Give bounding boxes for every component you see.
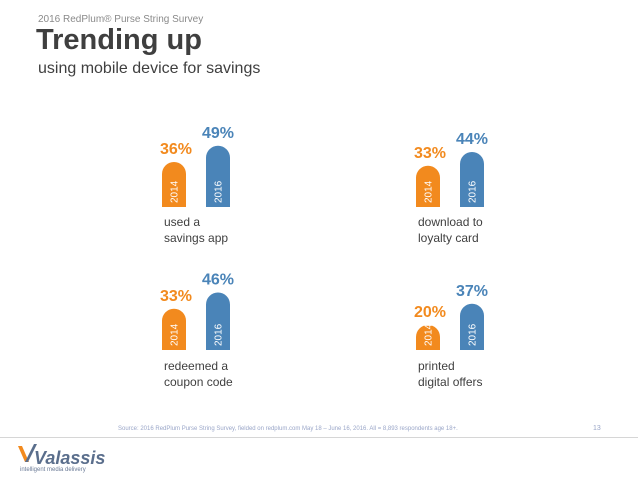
data-label-2014: 36% <box>160 141 192 158</box>
caption-line: digital offers <box>418 375 483 389</box>
bar-2016 <box>460 303 484 350</box>
caption-line: used a <box>164 215 201 229</box>
data-label-2014: 33% <box>160 288 192 305</box>
caption-line: loyalty card <box>418 231 479 245</box>
panel-caption-digital-offers: printed digital offers <box>418 358 482 390</box>
data-label-2014: 33% <box>414 145 446 162</box>
panel-caption-coupon-code: redeemed a coupon code <box>164 358 233 390</box>
bar-2014 <box>416 325 440 350</box>
caption-line: printed <box>418 359 455 373</box>
bar-panel-loyalty-card: 2014 33% 2016 44% <box>414 131 488 207</box>
data-label-2016: 46% <box>202 272 234 289</box>
logo-tagline: intelligent media delivery <box>20 467 86 473</box>
bar-year-label: 2014 <box>424 180 435 203</box>
footer-divider <box>0 437 638 438</box>
bar-panel-digital-offers: 2014 20% 2016 37% <box>414 283 488 350</box>
data-label-2016: 49% <box>202 125 234 142</box>
valassis-logo-icon <box>18 444 37 462</box>
bar-2014 <box>416 165 440 207</box>
panel-caption-savings-app: used a savings app <box>164 214 228 246</box>
data-label-2014: 20% <box>414 304 446 321</box>
caption-line: coupon code <box>164 375 233 389</box>
bar-year-label: 2016 <box>468 180 479 203</box>
bar-panel-coupon-code: 2014 33% 2016 46% <box>160 272 234 350</box>
bar-2016 <box>460 152 484 207</box>
bar-year-label: 2014 <box>424 323 435 346</box>
bar-2014 <box>162 308 186 350</box>
bar-2014 <box>162 162 186 207</box>
bar-year-label: 2014 <box>170 323 181 346</box>
page-number: 13 <box>593 425 601 432</box>
bar-year-label: 2014 <box>170 180 181 203</box>
bar-year-label: 2016 <box>468 323 479 346</box>
bar-year-label: 2016 <box>214 323 225 346</box>
bar-year-label: 2016 <box>214 180 225 203</box>
data-label-2016: 44% <box>456 131 488 148</box>
caption-line: savings app <box>164 231 229 245</box>
data-label-2016: 37% <box>456 283 488 300</box>
caption-line: redeemed a <box>164 359 229 373</box>
logo-wordmark: Valassis <box>34 448 106 468</box>
source-note: Source: 2016 RedPlum Purse String Survey… <box>118 426 458 432</box>
header-kicker: 2016 RedPlum® Purse String Survey <box>38 14 204 25</box>
page-title: Trending up <box>36 24 202 56</box>
bar-2016 <box>206 292 230 350</box>
page-subtitle: using mobile device for savings <box>38 60 261 77</box>
bar-panel-savings-app: 2014 36% 2016 49% <box>160 125 234 207</box>
panel-caption-loyalty-card: download to loyalty card <box>418 214 483 246</box>
caption-line: download to <box>418 215 483 229</box>
bar-2016 <box>206 145 230 207</box>
